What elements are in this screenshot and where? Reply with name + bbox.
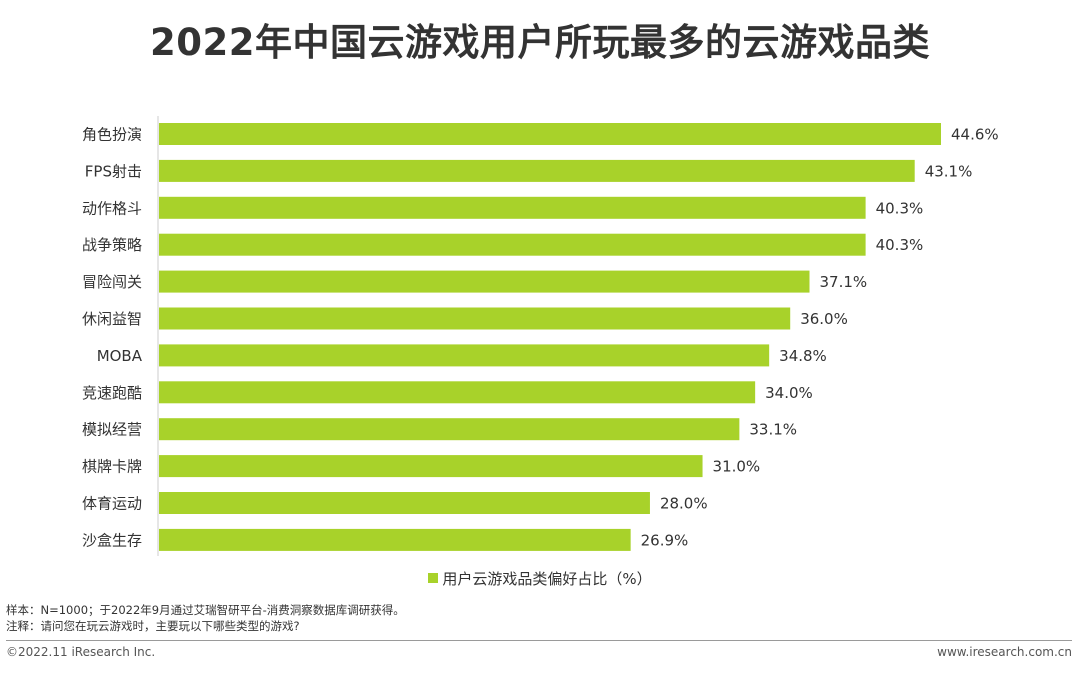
data-label: 31.0% [713,458,761,476]
bars-group: 角色扮演 44.6% FPS射击 43.1% 动作格斗 40.3% 战争策略 40.3% 冒险闯… [82,123,999,551]
footer-divider [6,640,1072,641]
bar [159,528,631,551]
category-label: FPS射击 [85,162,142,180]
data-label: 33.1% [749,421,797,439]
category-label: 体育运动 [82,495,142,513]
bar [159,123,941,145]
category-label: MOBA [97,347,143,365]
category-label: 棋牌卡牌 [82,458,142,476]
chart-title: 2022年中国云游戏用户所玩最多的云游戏品类 [150,21,930,64]
legend-swatch [428,573,439,583]
category-label: 动作格斗 [82,199,142,217]
category-label: 沙盒生存 [82,531,142,549]
sample-note: 样本：N=1000；于2022年9月通过艾瑞智研平台-消费洞察数据库调研获得。 [6,603,405,617]
bar [159,455,703,478]
bar [159,233,866,256]
data-label: 26.9% [641,531,689,549]
data-label: 34.0% [765,384,813,402]
data-label: 40.3% [876,199,924,217]
data-label: 28.0% [660,495,708,513]
category-label: 休闲益智 [82,310,142,328]
data-label: 43.1% [925,162,973,180]
bar [159,307,791,330]
bar [159,492,650,514]
category-label: 角色扮演 [82,126,142,144]
category-label: 战争策略 [82,236,142,254]
data-label: 34.8% [779,347,827,365]
bar [159,418,740,441]
footer-website[interactable]: www.iresearch.com.cn [937,645,1072,659]
legend: 用户云游戏品类偏好占比（%） [0,568,1080,589]
data-label: 36.0% [800,310,848,328]
bar [159,196,866,219]
category-label: 冒险闯关 [82,273,142,291]
bar [159,159,915,182]
legend-label: 用户云游戏品类偏好占比（%） [442,570,652,588]
category-label: 模拟经营 [82,421,142,439]
bar [159,381,756,404]
footer-copyright: ©2022.11 iResearch Inc. [6,645,156,659]
category-label: 竞速跑酷 [82,384,142,402]
bar [159,344,770,367]
data-label: 40.3% [876,236,924,254]
data-label: 44.6% [951,126,999,144]
remark-note: 注释：请问您在玩云游戏时，主要玩以下哪些类型的游戏? [6,619,300,633]
data-label: 37.1% [819,273,867,291]
bar [159,270,810,293]
bar-chart: 角色扮演 44.6% FPS射击 43.1% 动作格斗 40.3% 战争策略 40.3% 冒险闯… [82,116,999,556]
